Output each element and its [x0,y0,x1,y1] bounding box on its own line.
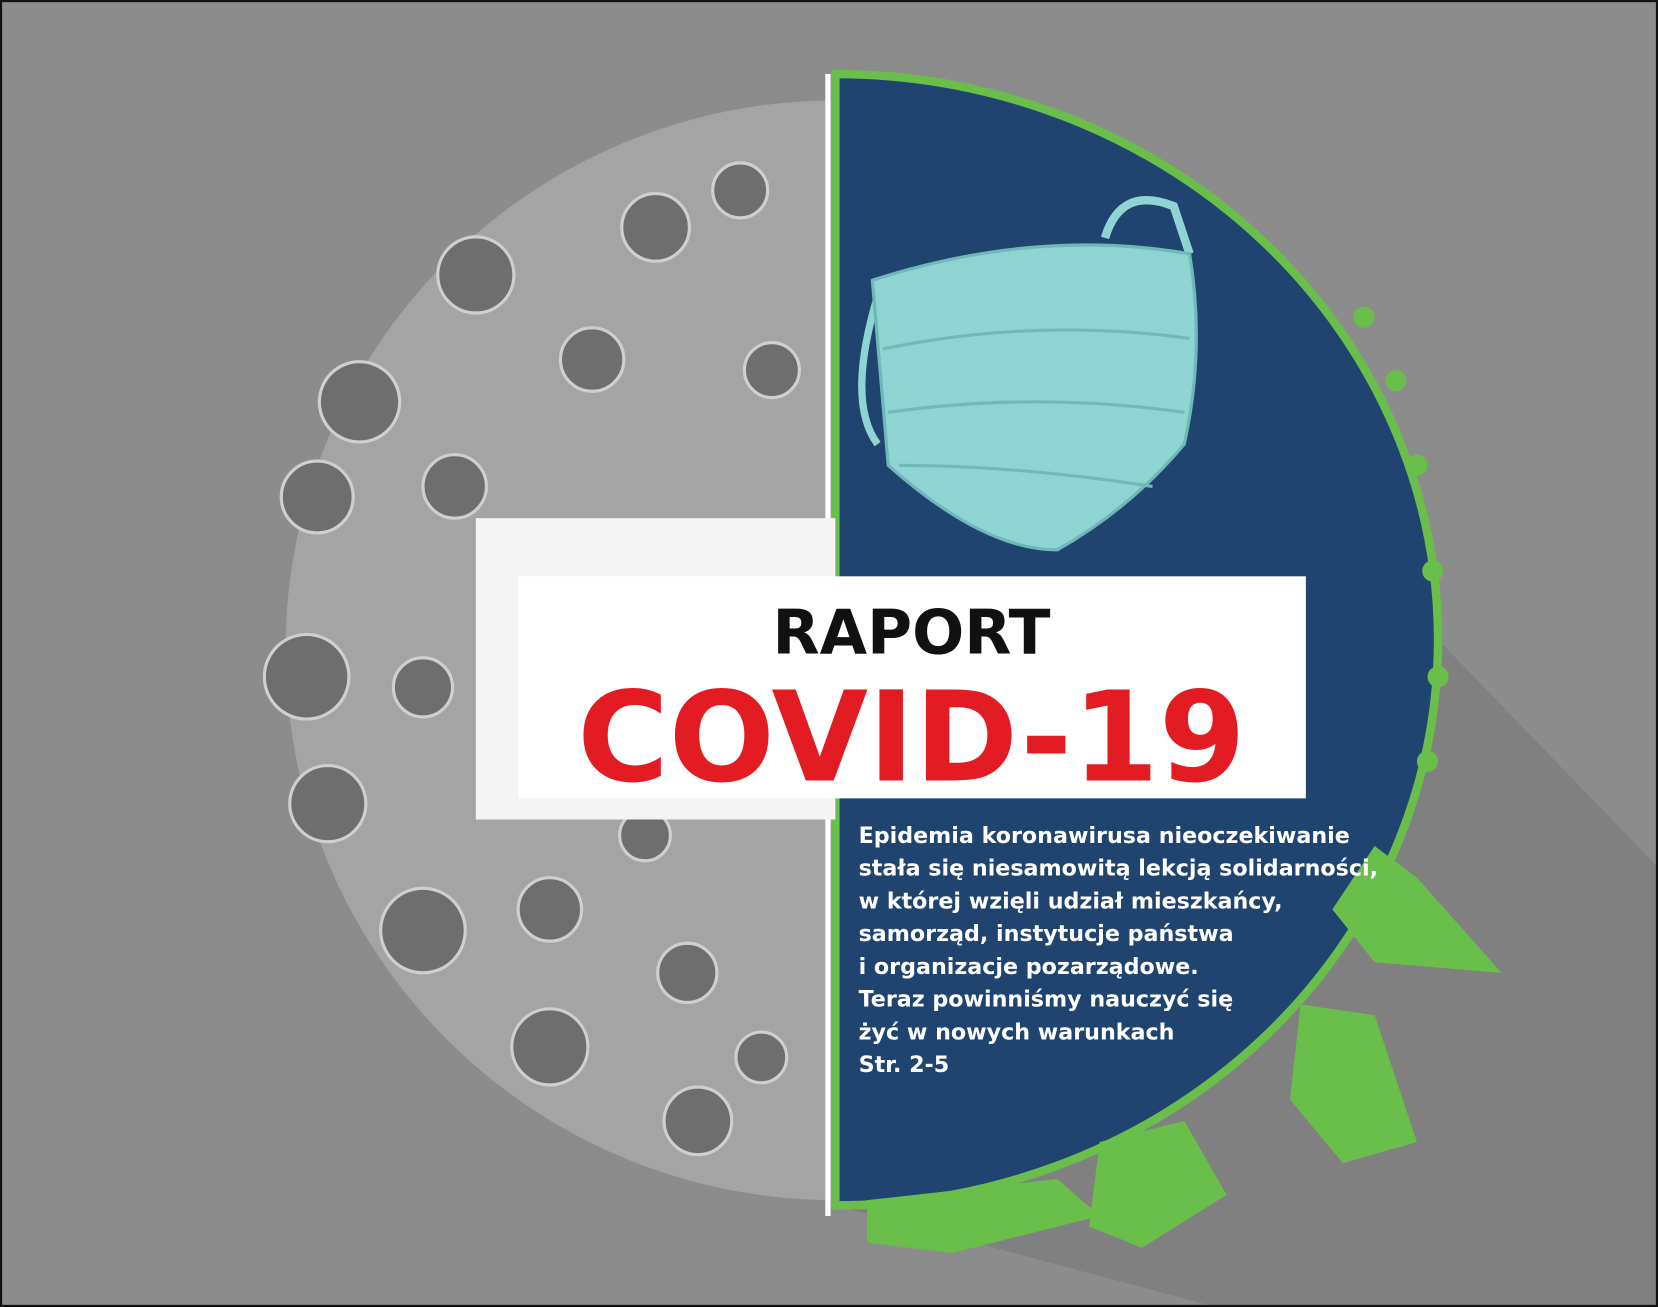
body-line: samorząd, instytucje państwa [859,921,1234,947]
body-line: Epidemia koronawirusa nieoczekiwanie [859,823,1350,849]
headline: COVID-19 [577,665,1246,810]
body-line: i organizacje pozarządowe. [859,954,1199,980]
poster: RAPORT COVID-19 Epidemia koronawirusa ni… [0,0,1658,1307]
body-line: stała się niesamowitą lekcją solidarnośc… [859,856,1378,882]
body-line: żyć w nowych warunkach [859,1019,1175,1045]
body-line: Teraz powinniśmy nauczyć się [859,987,1234,1013]
body-line: w której wzięli udział mieszkańcy, [859,888,1283,914]
body-line: Str. 2-5 [859,1052,950,1078]
title: RAPORT [772,598,1050,669]
page: RAPORT COVID-19 Epidemia koronawirusa ni… [0,0,1658,1307]
